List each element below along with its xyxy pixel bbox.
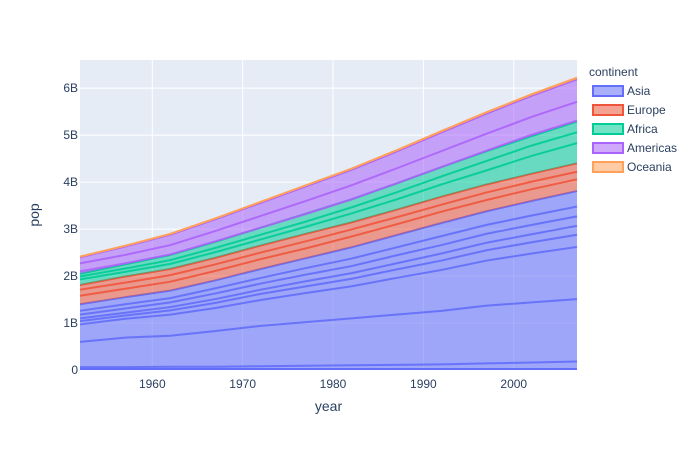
legend-label: Europe: [627, 103, 666, 117]
country-lines: [79, 100, 578, 371]
area-series: [79, 76, 578, 370]
country-line-asia: [79, 205, 578, 312]
legend[interactable]: continent Asia Europe Africa Americas Oceani…: [589, 65, 677, 174]
y-tick-label: 4B: [63, 175, 78, 189]
legend-label: Africa: [627, 122, 658, 136]
legend-swatch: [592, 161, 624, 173]
x-tick-label: 1980: [320, 377, 347, 391]
country-line-americas: [79, 100, 578, 265]
area-top-line-oceania: [79, 76, 578, 258]
legend-label: Americas: [627, 141, 677, 155]
y-tick-label: 1B: [63, 316, 78, 330]
x-tick-label: 1990: [410, 377, 437, 391]
x-tick-label: 2000: [500, 377, 527, 391]
country-line-asia: [79, 245, 578, 326]
y-tick-label: 0: [71, 363, 78, 377]
legend-swatch: [592, 85, 624, 97]
country-line-asia: [79, 224, 578, 320]
country-line-africa: [79, 131, 578, 278]
area-europe[interactable]: [80, 163, 577, 305]
country-line-africa: [79, 142, 578, 281]
legend-label: Oceania: [627, 160, 672, 174]
country-line-asia: [79, 233, 578, 323]
x-tick-label: 1970: [229, 377, 256, 391]
legend-item-oceania[interactable]: Oceania: [592, 160, 672, 174]
y-tick-label: 6B: [63, 81, 78, 95]
country-line-europe: [79, 178, 578, 297]
legend-item-europe[interactable]: Europe: [592, 103, 666, 117]
country-line-europe: [79, 170, 578, 291]
y-axis-title: pop: [26, 203, 42, 227]
legend-swatch: [592, 142, 624, 154]
legend-title: continent: [589, 65, 638, 79]
country-line-asia: [79, 298, 578, 343]
x-axis-title: year: [315, 398, 343, 414]
y-tick-label: 2B: [63, 269, 78, 283]
x-tick-label: 1960: [139, 377, 166, 391]
y-tick-label: 5B: [63, 128, 78, 142]
area-asia[interactable]: [80, 191, 577, 370]
legend-swatch: [592, 123, 624, 135]
legend-item-asia[interactable]: Asia: [592, 84, 651, 98]
country-line-americas: [79, 119, 578, 273]
country-line-asia: [80, 360, 578, 369]
legend-item-americas[interactable]: Americas: [592, 141, 677, 155]
legend-label: Asia: [627, 84, 651, 98]
country-line-asia: [79, 215, 578, 316]
legend-swatch: [592, 104, 624, 116]
legend-item-africa[interactable]: Africa: [592, 122, 658, 136]
x-axis-ticks: 1960 1970 1980 1990 2000: [139, 377, 527, 391]
y-axis-ticks: 0 1B 2B 3B 4B 5B 6B: [63, 81, 78, 377]
y-tick-label: 3B: [63, 222, 78, 236]
